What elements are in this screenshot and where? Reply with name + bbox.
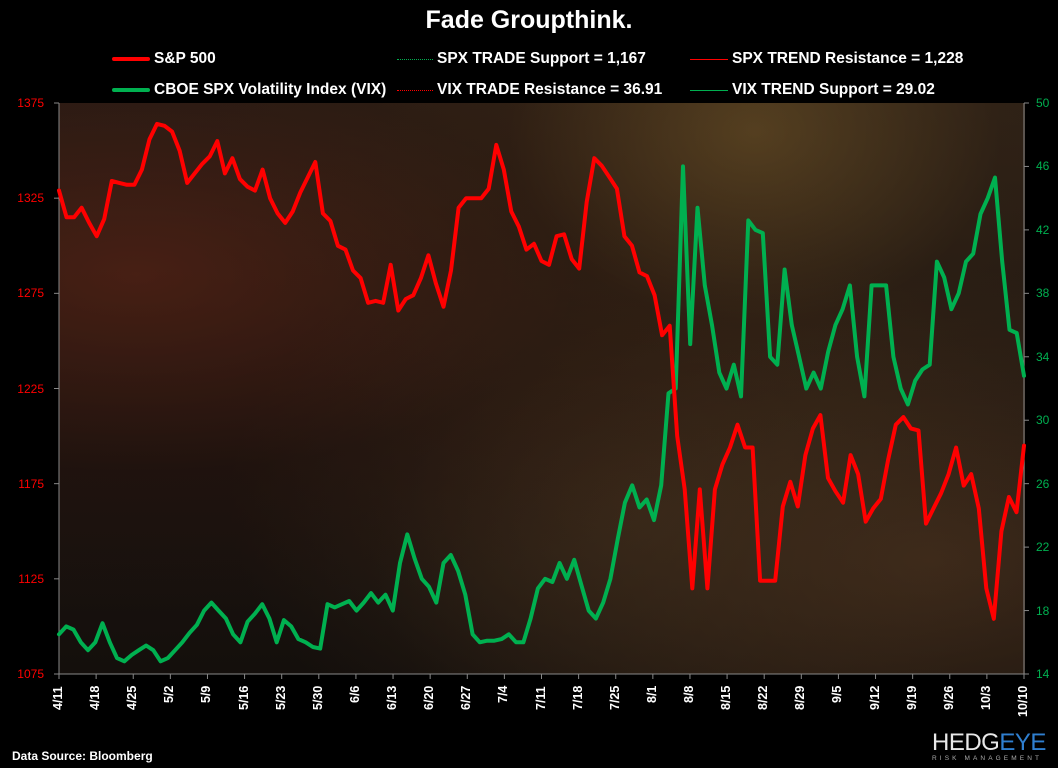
legend-spx-trade-support-label: SPX TRADE Support = 1,167 [437, 50, 646, 67]
spx-line [57, 121, 1026, 621]
x-axis-tick: 5/9 [199, 686, 214, 704]
x-axis-tick: 7/18 [570, 686, 585, 711]
right-axis-tick: 26 [1036, 476, 1050, 491]
vix-line [57, 164, 1026, 664]
right-axis-tick: 30 [1036, 413, 1050, 428]
right-axis-tick: 50 [1036, 96, 1050, 110]
x-axis-tick: 4/11 [51, 686, 65, 710]
left-axis-tick: 1175 [18, 476, 44, 491]
right-axis-tick: 34 [1036, 349, 1050, 364]
legend-spx-swatch [112, 57, 150, 61]
right-axis-tick: 18 [1036, 603, 1050, 618]
left-axis-tick: 1325 [17, 191, 44, 206]
x-axis-tick: 6/13 [385, 686, 400, 711]
right-axis-tick: 42 [1036, 222, 1050, 237]
axes [54, 102, 1029, 679]
x-axis-tick: 9/5 [830, 686, 845, 704]
logo-text-hedg: HEDG [932, 729, 1000, 756]
legend-spx-trend-resistance-swatch [690, 58, 728, 60]
x-axis-tick: 9/19 [904, 686, 919, 711]
legend-vix-swatch [112, 88, 150, 92]
legend-vix-trade-resistance-swatch [397, 89, 433, 91]
legend-vix: CBOE SPX Volatility Index (VIX) [112, 81, 386, 99]
x-axis-tick: 5/2 [162, 686, 177, 704]
x-axis-tick: 7/25 [607, 686, 622, 711]
logo-subtitle: RISK MANAGEMENT [932, 755, 1043, 762]
right-axis-tick: 46 [1036, 159, 1050, 174]
left-axis-tick: 1225 [17, 381, 44, 396]
legend-spx-label: S&P 500 [154, 50, 216, 67]
x-axis-tick: 8/15 [719, 686, 734, 711]
legend-vix-trend-support-swatch [690, 89, 728, 91]
x-axis-tick: 4/18 [88, 686, 103, 711]
legend-vix-trade-resistance-label: VIX TRADE Resistance = 36.91 [437, 81, 663, 98]
x-axis-tick: 8/22 [756, 686, 771, 711]
x-axis-tick: 5/30 [310, 686, 325, 711]
left-axis-tick: 1125 [18, 571, 44, 586]
right-axis-tick: 14 [1036, 667, 1050, 681]
legend-spx-trend-resistance: SPX TREND Resistance = 1,228 [690, 50, 963, 68]
x-axis-tick: 4/25 [125, 686, 140, 711]
chart-title: Fade Groupthink. [425, 6, 633, 34]
data-source: Data Source: Bloomberg [12, 749, 153, 763]
legend-spx-trend-resistance-label: SPX TREND Resistance = 1,228 [732, 50, 964, 67]
x-axis-tick: 5/23 [273, 686, 288, 711]
logo-text-eye: EYE [999, 729, 1046, 756]
right-axis-tick: 38 [1036, 286, 1050, 301]
x-axis-tick: 9/26 [941, 686, 956, 711]
legend-vix-trend-support: VIX TREND Support = 29.02 [690, 81, 935, 99]
legend-vix-label: CBOE SPX Volatility Index (VIX) [154, 81, 387, 98]
legend-spx: S&P 500 [112, 50, 216, 68]
x-axis-tick: 8/29 [793, 686, 808, 711]
x-axis-tick: 8/1 [644, 686, 659, 704]
hedgeye-logo: HEDGEYE RISK MANAGEMENT [932, 729, 1046, 763]
x-axis-tick: 6/27 [459, 686, 474, 711]
x-axis-tick: 6/20 [422, 686, 437, 711]
x-axis-tick: 10/10 [1016, 686, 1030, 718]
left-axis-tick: 1375 [17, 96, 44, 110]
x-axis-tick: 10/3 [978, 686, 993, 711]
x-axis-tick: 8/8 [681, 686, 696, 704]
x-axis-tick: 7/4 [496, 686, 511, 704]
legend-vix-trend-support-label: VIX TREND Support = 29.02 [732, 81, 935, 98]
x-axis-tick: 5/16 [236, 686, 251, 711]
x-axis-tick: 6/6 [347, 686, 362, 704]
left-axis-tick: 1275 [17, 286, 44, 301]
x-axis-tick: 9/12 [867, 686, 882, 711]
x-axis-tick: 7/11 [533, 686, 548, 710]
right-axis-tick: 22 [1036, 540, 1050, 555]
legend-vix-trade-resistance: VIX TRADE Resistance = 36.91 [397, 81, 662, 99]
legend-spx-trade-support: SPX TRADE Support = 1,167 [397, 50, 646, 68]
left-axis-tick: 1075 [17, 667, 44, 681]
legend-spx-trade-support-swatch [397, 58, 433, 60]
